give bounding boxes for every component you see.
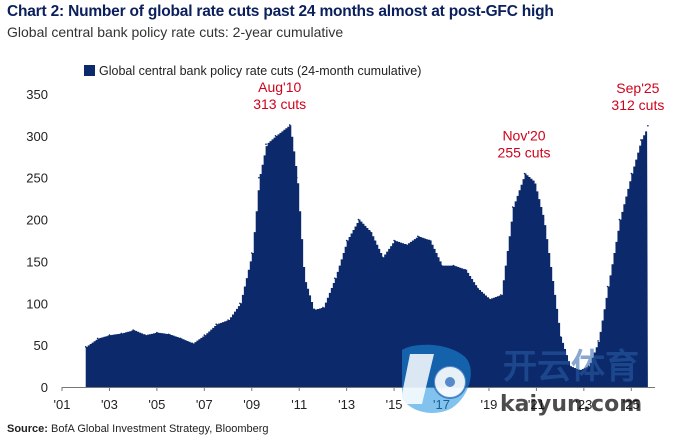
y-tick-label: 350 xyxy=(26,87,48,102)
data-point xyxy=(488,298,490,300)
y-tick-label: 0 xyxy=(41,380,48,395)
x-tick-label: '03 xyxy=(101,397,118,412)
source-note: Source: BofA Global Investment Strategy,… xyxy=(7,423,269,435)
x-tick-label: '13 xyxy=(338,397,355,412)
data-point xyxy=(203,334,206,336)
y-tick-label: 200 xyxy=(26,213,48,228)
data-point xyxy=(405,243,407,246)
data-point xyxy=(578,369,580,372)
data-point xyxy=(587,365,590,367)
watermark-brand-en: kaiyun.com xyxy=(500,392,642,417)
data-point xyxy=(523,172,526,175)
annotation-value: 255 cuts xyxy=(498,145,551,161)
y-tick-label: 150 xyxy=(26,254,48,269)
x-tick-label: '05 xyxy=(148,397,165,412)
annotation-value: 312 cuts xyxy=(611,97,664,113)
data-point xyxy=(428,239,431,242)
data-point xyxy=(227,319,229,321)
data-point xyxy=(120,332,123,335)
data-point xyxy=(265,143,267,146)
y-tick-label: 300 xyxy=(26,129,48,144)
data-point xyxy=(239,302,241,305)
data-point xyxy=(250,252,253,254)
annotation-date: Sep'25 xyxy=(616,80,659,96)
x-tick-label: '25 xyxy=(623,397,640,412)
data-point xyxy=(647,125,649,127)
x-tick-label: '07 xyxy=(196,397,213,412)
data-point xyxy=(381,256,384,259)
data-point xyxy=(452,264,455,267)
legend-label: Global central bank policy rate cuts (24… xyxy=(99,64,421,78)
data-point xyxy=(357,218,360,221)
data-point xyxy=(167,333,170,336)
data-point xyxy=(288,124,291,126)
data-point xyxy=(440,264,443,267)
x-tick-label: '11 xyxy=(291,397,307,412)
x-tick-label: '01 xyxy=(54,397,71,412)
data-point xyxy=(191,342,194,345)
data-point xyxy=(333,277,336,279)
data-point xyxy=(559,335,561,338)
source-label: Source: xyxy=(7,423,48,435)
x-tick-label: '15 xyxy=(386,397,403,412)
source-text: BofA Global Investment Strategy, Bloombe… xyxy=(51,423,269,435)
chart-title: Chart 2: Number of global rate cuts past… xyxy=(7,3,554,20)
annotation-date: Nov'20 xyxy=(502,128,545,144)
data-point xyxy=(215,323,217,326)
data-point xyxy=(476,287,478,290)
data-point xyxy=(639,139,642,141)
data-point xyxy=(345,239,348,242)
legend-swatch xyxy=(84,65,95,76)
annotation-date: Aug'10 xyxy=(258,79,301,95)
data-point xyxy=(132,329,134,331)
data-point xyxy=(464,269,467,271)
watermark-brand-cn: 开云体育 xyxy=(503,347,639,387)
data-point xyxy=(322,306,324,309)
annotation-value: 313 cuts xyxy=(253,96,306,112)
data-point xyxy=(417,235,419,238)
x-tick-label: '19 xyxy=(480,397,497,412)
area-series-rate-cuts xyxy=(85,125,648,387)
data-point xyxy=(312,309,315,311)
data-point xyxy=(606,285,609,288)
data-point xyxy=(296,176,298,179)
y-tick-label: 50 xyxy=(34,338,48,353)
data-point xyxy=(511,206,514,208)
watermark-emblem xyxy=(400,344,471,413)
data-point xyxy=(542,218,545,221)
y-tick-label: 250 xyxy=(26,171,48,186)
data-point xyxy=(156,331,158,334)
data-point xyxy=(369,231,372,233)
x-tick-label: '21 xyxy=(528,397,545,412)
data-point xyxy=(630,172,633,175)
data-point xyxy=(303,277,305,279)
data-point xyxy=(500,294,502,296)
data-point xyxy=(568,365,571,367)
x-tick-label: '23 xyxy=(575,397,592,412)
data-point xyxy=(393,239,395,242)
data-point xyxy=(179,337,182,340)
data-point xyxy=(84,346,87,348)
chart-subtitle: Global central bank policy rate cuts: 2-… xyxy=(7,24,344,40)
data-point xyxy=(552,285,554,288)
data-point xyxy=(533,181,535,183)
data-point xyxy=(258,176,260,179)
y-tick-label: 100 xyxy=(26,296,48,311)
x-tick-label: '09 xyxy=(243,397,260,412)
data-point xyxy=(618,218,621,221)
data-point xyxy=(274,135,277,137)
watermark-logo: 开云体育 kaiyun.com xyxy=(400,344,642,417)
data-point xyxy=(597,340,599,342)
data-point xyxy=(108,334,111,336)
data-point xyxy=(96,337,99,340)
data-point xyxy=(144,334,146,336)
